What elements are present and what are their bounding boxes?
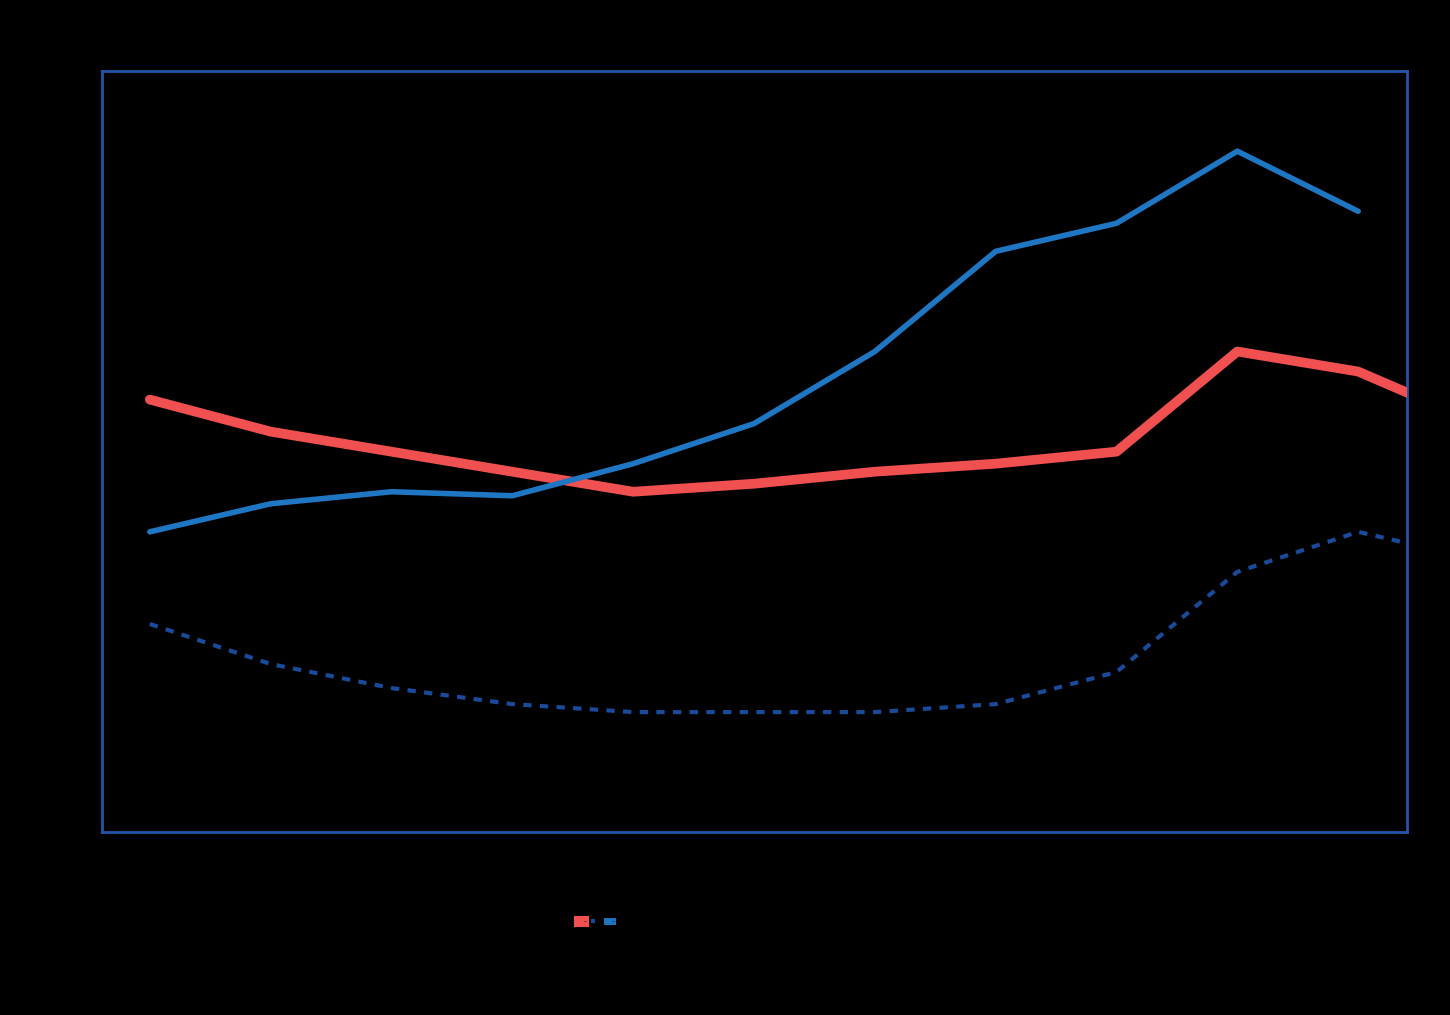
Legend: 2023, 2023 dotted, 2024: 2023, 2023 dotted, 2024 [579, 921, 616, 923]
